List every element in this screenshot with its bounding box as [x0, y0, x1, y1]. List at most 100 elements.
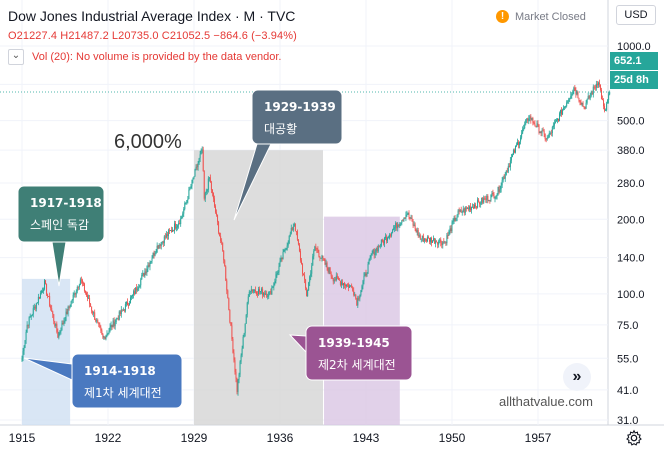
callout-text: 대공황 — [264, 122, 297, 136]
candle-body — [498, 186, 500, 192]
alert-icon: ! — [496, 10, 509, 23]
x-tick-label: 1957 — [525, 431, 552, 445]
candle-body — [120, 309, 122, 315]
candle-body — [331, 276, 333, 279]
candle-body — [459, 209, 461, 212]
candle-body — [310, 273, 312, 277]
candle-body — [480, 203, 482, 205]
candle-body — [408, 212, 410, 218]
callout-box: 1914-1918 제1차 세계대전 — [23, 353, 183, 409]
candle-body — [278, 266, 280, 273]
candle-body — [488, 200, 490, 202]
candle-body — [144, 271, 146, 277]
candle-body — [522, 129, 524, 134]
candle-body — [237, 379, 239, 392]
candle-body — [69, 306, 71, 308]
candle-body — [464, 207, 466, 213]
candle-body — [319, 256, 321, 259]
candle-body — [425, 239, 427, 242]
candle-body — [346, 284, 348, 286]
y-tick-label: 75.0 — [617, 320, 638, 332]
candle-body — [62, 323, 64, 324]
candle-body — [86, 292, 87, 296]
candle-body — [232, 338, 234, 353]
candle-body — [394, 227, 396, 229]
candle-body — [22, 351, 24, 359]
candle-body — [59, 331, 61, 333]
candle-body — [324, 259, 326, 265]
candle-body — [494, 197, 496, 199]
candle-body — [297, 239, 299, 245]
candle-body — [298, 244, 300, 252]
candle-body — [462, 208, 464, 213]
y-tick-label: 1000.0 — [617, 41, 651, 53]
x-tick-label: 1929 — [181, 431, 208, 445]
candle-body — [467, 207, 469, 210]
candle-body — [168, 230, 170, 232]
gear-icon[interactable] — [625, 429, 643, 447]
candle-body — [546, 137, 548, 140]
candle-body — [33, 306, 35, 309]
candle-body — [96, 320, 98, 322]
candle-body — [38, 296, 40, 299]
candle-body — [55, 323, 57, 326]
candle-body — [208, 177, 210, 179]
candle-body — [512, 150, 514, 155]
candle-body — [362, 281, 364, 287]
candle-body — [318, 252, 320, 257]
candle-body — [76, 286, 78, 292]
candle-body — [438, 241, 440, 245]
candle-body — [79, 279, 81, 285]
candle-body — [41, 290, 43, 292]
candle-body — [577, 92, 579, 98]
candle-body — [518, 142, 520, 145]
candle-body — [414, 224, 416, 229]
candle-body — [552, 125, 554, 128]
candle-body — [49, 296, 51, 306]
candle-body — [434, 238, 436, 244]
candle-body — [314, 246, 316, 251]
candle-body — [88, 298, 90, 299]
candle-body — [46, 284, 48, 295]
candle-body — [371, 253, 373, 256]
y-tick-label: 280.0 — [617, 178, 645, 190]
candle-body — [272, 286, 274, 288]
candle-body — [497, 186, 499, 195]
x-tick-label: 1936 — [267, 431, 294, 445]
candle-body — [239, 361, 241, 375]
candle-body — [446, 235, 448, 244]
candle-body — [578, 97, 580, 101]
candle-body — [180, 218, 182, 225]
candle-body — [161, 241, 163, 243]
candle-body — [224, 260, 226, 267]
currency-button[interactable]: USD — [616, 5, 656, 25]
candle-body — [431, 237, 433, 243]
candle-body — [328, 268, 330, 273]
candle-body — [567, 101, 569, 103]
candle-body — [283, 250, 285, 252]
candle-body — [178, 223, 180, 226]
candle-body — [53, 314, 55, 322]
candle-body — [136, 287, 138, 291]
candle-body — [307, 290, 309, 297]
candle-body — [211, 190, 213, 194]
market-status: ! Market Closed — [496, 10, 586, 23]
candle-body — [521, 133, 523, 138]
scroll-to-latest-button[interactable]: » — [563, 363, 591, 391]
candle-body — [341, 282, 343, 286]
candle-body — [535, 125, 537, 127]
candle-body — [496, 194, 498, 197]
candle-body — [67, 306, 69, 315]
candle-body — [32, 308, 34, 315]
candle-body — [430, 237, 431, 242]
shaded-period — [324, 216, 400, 425]
candle-body — [375, 248, 377, 252]
candle-body — [155, 252, 157, 254]
candle-body — [31, 314, 33, 316]
candle-body — [160, 242, 162, 247]
candle-body — [390, 234, 392, 236]
candle-body — [539, 131, 541, 133]
candle-body — [149, 262, 151, 267]
candle-body — [80, 279, 82, 281]
chevron-down-icon[interactable]: ⌄ — [8, 49, 24, 65]
